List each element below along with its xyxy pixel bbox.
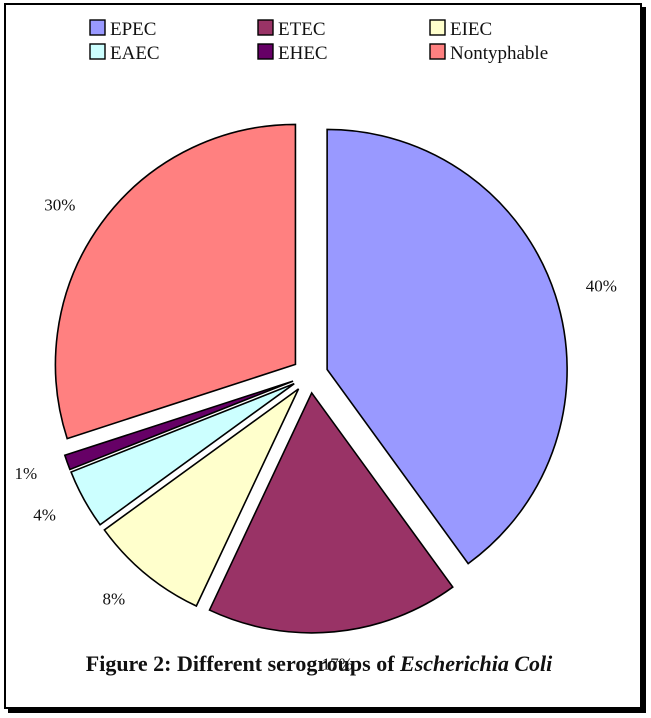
legend-swatch-ehec <box>257 43 274 60</box>
legend-swatch-epec <box>89 19 106 36</box>
pie-slice-ehec <box>63 380 294 471</box>
caption-prefix: Figure 2: Different serogroups of <box>85 651 401 676</box>
legend-swatch-eiec <box>429 19 446 36</box>
caption-species: Escherichia Coli <box>400 651 553 676</box>
figure-caption: Figure 2: Different serogroups of Escher… <box>0 651 638 677</box>
legend-label-nontyphable: Nontyphable <box>450 43 548 64</box>
legend-swatch-eaec <box>89 43 106 60</box>
legend-label-eaec: EAEC <box>110 43 160 64</box>
pie-slices <box>54 123 568 634</box>
pie-slice-eiec <box>103 388 300 608</box>
pie-label-ehec: 1% <box>14 464 37 483</box>
pie-slice-nontyphable <box>54 123 297 440</box>
legend-item-epec: EPEC <box>89 19 156 40</box>
pie-label-eaec: 4% <box>33 506 56 525</box>
pie-label-epec: 40% <box>586 276 617 295</box>
legend-item-etec: ETEC <box>257 19 326 40</box>
legend-label-epec: EPEC <box>110 19 156 40</box>
legend-swatch-nontyphable <box>429 43 446 60</box>
pie-slice-epec <box>326 128 568 565</box>
legend-label-ehec: EHEC <box>278 43 328 64</box>
legend-item-nontyphable: Nontyphable <box>429 43 548 64</box>
legend-item-eaec: EAEC <box>89 43 160 64</box>
pie-label-eiec: 8% <box>102 589 125 608</box>
legend-label-eiec: EIEC <box>450 19 492 40</box>
pie-label-etec: 17% <box>322 655 353 674</box>
chart-legend: EPEC ETEC EIEC EAEC EHEC Nontyphable <box>89 19 548 64</box>
legend-label-etec: ETEC <box>278 19 326 40</box>
pie-label-nontyphable: 30% <box>44 196 75 215</box>
pie-labels: 40% 17% 8% 4% 1% 30% <box>14 196 617 674</box>
legend-item-ehec: EHEC <box>257 43 328 64</box>
pie-slice-etec <box>208 391 454 634</box>
legend-swatch-etec <box>257 19 274 36</box>
pie-slice-eaec <box>70 382 295 526</box>
legend-item-eiec: EIEC <box>429 19 492 40</box>
